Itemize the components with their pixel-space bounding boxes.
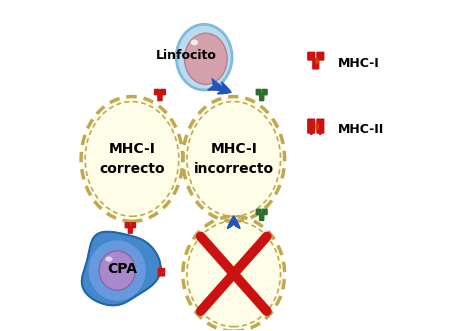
FancyBboxPatch shape <box>307 52 315 61</box>
Ellipse shape <box>184 33 227 84</box>
FancyBboxPatch shape <box>125 222 130 228</box>
FancyBboxPatch shape <box>130 222 136 228</box>
Ellipse shape <box>99 251 135 290</box>
FancyBboxPatch shape <box>154 89 160 95</box>
Ellipse shape <box>315 123 319 130</box>
FancyBboxPatch shape <box>128 226 133 234</box>
FancyBboxPatch shape <box>255 209 262 215</box>
FancyBboxPatch shape <box>316 52 324 61</box>
Ellipse shape <box>183 216 284 331</box>
Text: Linfocito: Linfocito <box>155 49 217 62</box>
Ellipse shape <box>105 257 113 262</box>
Text: MHC-II: MHC-II <box>338 123 384 136</box>
Ellipse shape <box>191 39 198 45</box>
FancyBboxPatch shape <box>157 272 165 277</box>
FancyBboxPatch shape <box>259 93 264 101</box>
Text: MHC-I: MHC-I <box>338 57 380 70</box>
FancyBboxPatch shape <box>157 93 163 101</box>
FancyBboxPatch shape <box>316 118 324 126</box>
FancyBboxPatch shape <box>262 209 268 215</box>
Ellipse shape <box>183 97 284 221</box>
Polygon shape <box>82 232 161 305</box>
FancyBboxPatch shape <box>157 268 165 272</box>
Text: MHC-I
correcto: MHC-I correcto <box>99 142 165 176</box>
FancyBboxPatch shape <box>307 118 315 126</box>
Text: CPA: CPA <box>107 262 137 276</box>
Ellipse shape <box>176 24 232 90</box>
FancyBboxPatch shape <box>259 213 264 221</box>
FancyBboxPatch shape <box>255 89 262 95</box>
FancyBboxPatch shape <box>307 126 315 134</box>
FancyBboxPatch shape <box>160 89 166 95</box>
FancyBboxPatch shape <box>316 126 324 134</box>
FancyBboxPatch shape <box>312 58 319 70</box>
Ellipse shape <box>81 97 183 221</box>
Polygon shape <box>89 241 145 300</box>
FancyBboxPatch shape <box>262 89 268 95</box>
Ellipse shape <box>315 58 319 65</box>
FancyBboxPatch shape <box>310 132 312 135</box>
FancyBboxPatch shape <box>319 132 321 135</box>
Text: MHC-I
incorrecto: MHC-I incorrecto <box>194 142 274 176</box>
